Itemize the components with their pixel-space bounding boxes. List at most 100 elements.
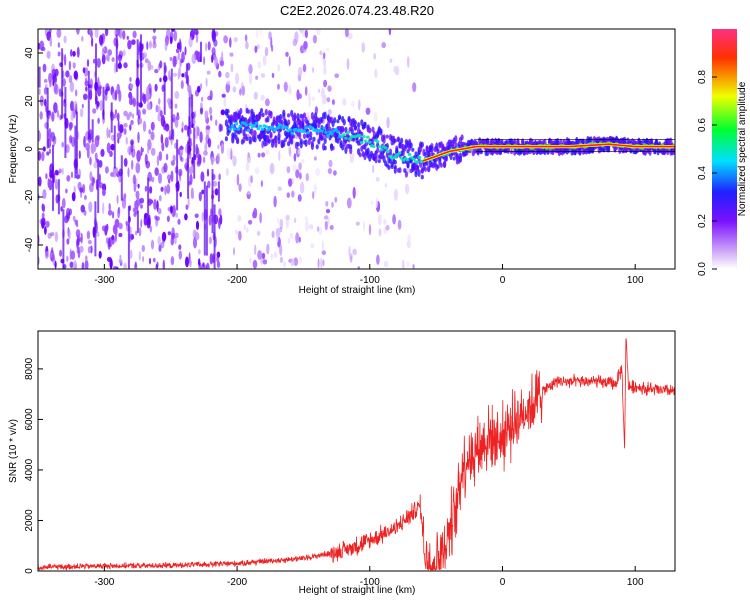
noise-blob <box>397 219 402 230</box>
noise-blob <box>257 152 261 158</box>
noise-blob <box>106 86 111 92</box>
noise-blob <box>264 46 269 57</box>
noise-blob <box>262 55 267 66</box>
noise-blob <box>123 157 128 167</box>
noise-streak <box>200 41 202 63</box>
noise-blob <box>70 171 74 179</box>
signal-halo <box>353 124 357 130</box>
signal-halo <box>398 167 402 174</box>
noise-blob <box>83 195 87 200</box>
noise-blob <box>333 170 337 176</box>
noise-blob <box>208 214 212 226</box>
noise-blob <box>153 199 157 210</box>
noise-blob <box>204 110 209 120</box>
noise-blob <box>321 96 325 105</box>
noise-blob <box>256 44 260 50</box>
noise-blob <box>157 236 161 246</box>
noise-blob <box>209 253 214 265</box>
noise-blob <box>69 248 72 261</box>
noise-blob <box>174 236 177 245</box>
noise-blob <box>130 141 134 153</box>
signal-halo <box>406 163 410 169</box>
noise-blob <box>268 31 272 40</box>
noise-blob <box>146 86 150 96</box>
signal-core <box>232 127 237 131</box>
noise-blob <box>74 263 77 269</box>
noise-blob <box>113 266 117 269</box>
noise-blob <box>149 40 152 49</box>
x-tick-label: -100 <box>360 275 380 286</box>
noise-blob <box>412 82 417 93</box>
noise-blob <box>70 100 74 112</box>
noise-blob <box>388 29 392 36</box>
signal-halo <box>497 138 501 144</box>
noise-blob <box>129 77 132 82</box>
noise-blob <box>150 131 155 141</box>
noise-blob <box>256 230 261 236</box>
x-tick-label: 100 <box>627 577 644 588</box>
noise-blob <box>177 218 181 225</box>
noise-blob <box>122 49 126 57</box>
noise-streak <box>38 66 41 88</box>
noise-blob <box>113 62 117 74</box>
noise-blob <box>46 151 50 156</box>
noise-blob <box>342 98 347 106</box>
signal-core <box>411 157 416 161</box>
colorbar-tick-label: 0.0 <box>697 262 708 276</box>
noise-blob <box>90 29 93 39</box>
signal-halo <box>296 113 300 121</box>
noise-streak <box>120 155 123 201</box>
noise-blob <box>158 195 162 202</box>
noise-blob <box>81 36 84 42</box>
noise-blob <box>205 77 208 87</box>
noise-blob <box>171 227 175 239</box>
noise-blob <box>200 102 203 109</box>
noise-blob <box>323 79 328 88</box>
noise-streak <box>140 34 142 107</box>
signal-core <box>278 123 283 127</box>
noise-blob <box>85 255 88 262</box>
noise-blob <box>373 111 378 123</box>
noise-blob <box>248 219 253 225</box>
noise-blob <box>140 146 143 157</box>
signal-halo <box>509 150 514 154</box>
noise-blob <box>373 53 376 60</box>
signal-halo <box>298 131 302 140</box>
noise-blob <box>154 68 159 74</box>
noise-blob <box>170 256 175 266</box>
noise-blob <box>286 192 290 198</box>
y-tick-label: -40 <box>24 237 35 252</box>
noise-blob <box>118 175 122 183</box>
signal-halo <box>239 126 243 134</box>
signal-halo <box>443 160 447 168</box>
noise-blob <box>118 232 123 238</box>
spectrogram-noise-field <box>38 29 417 269</box>
noise-blob <box>198 262 202 269</box>
noise-blob <box>119 132 123 137</box>
noise-blob <box>254 244 257 255</box>
signal-halo <box>247 109 251 114</box>
noise-blob <box>57 51 61 57</box>
noise-blob <box>73 70 79 80</box>
noise-blob <box>206 168 210 177</box>
noise-blob <box>99 34 104 46</box>
signal-halo <box>261 112 265 118</box>
signal-halo <box>357 122 361 129</box>
signal-halo <box>349 144 353 150</box>
spectrogram-y-label: Frequency (Hz) <box>8 115 19 184</box>
noise-blob <box>58 88 62 97</box>
noise-blob <box>324 220 328 231</box>
noise-blob <box>334 73 340 78</box>
noise-blob <box>238 230 242 241</box>
signal-halo <box>269 111 273 119</box>
y-tick-label: 20 <box>24 95 35 107</box>
noise-blob <box>216 251 221 258</box>
noise-blob <box>273 195 277 208</box>
noise-blob <box>69 261 74 269</box>
noise-blob <box>372 164 375 174</box>
noise-blob <box>198 249 201 255</box>
noise-blob <box>243 224 246 231</box>
noise-blob <box>175 48 180 54</box>
noise-blob <box>269 162 275 175</box>
